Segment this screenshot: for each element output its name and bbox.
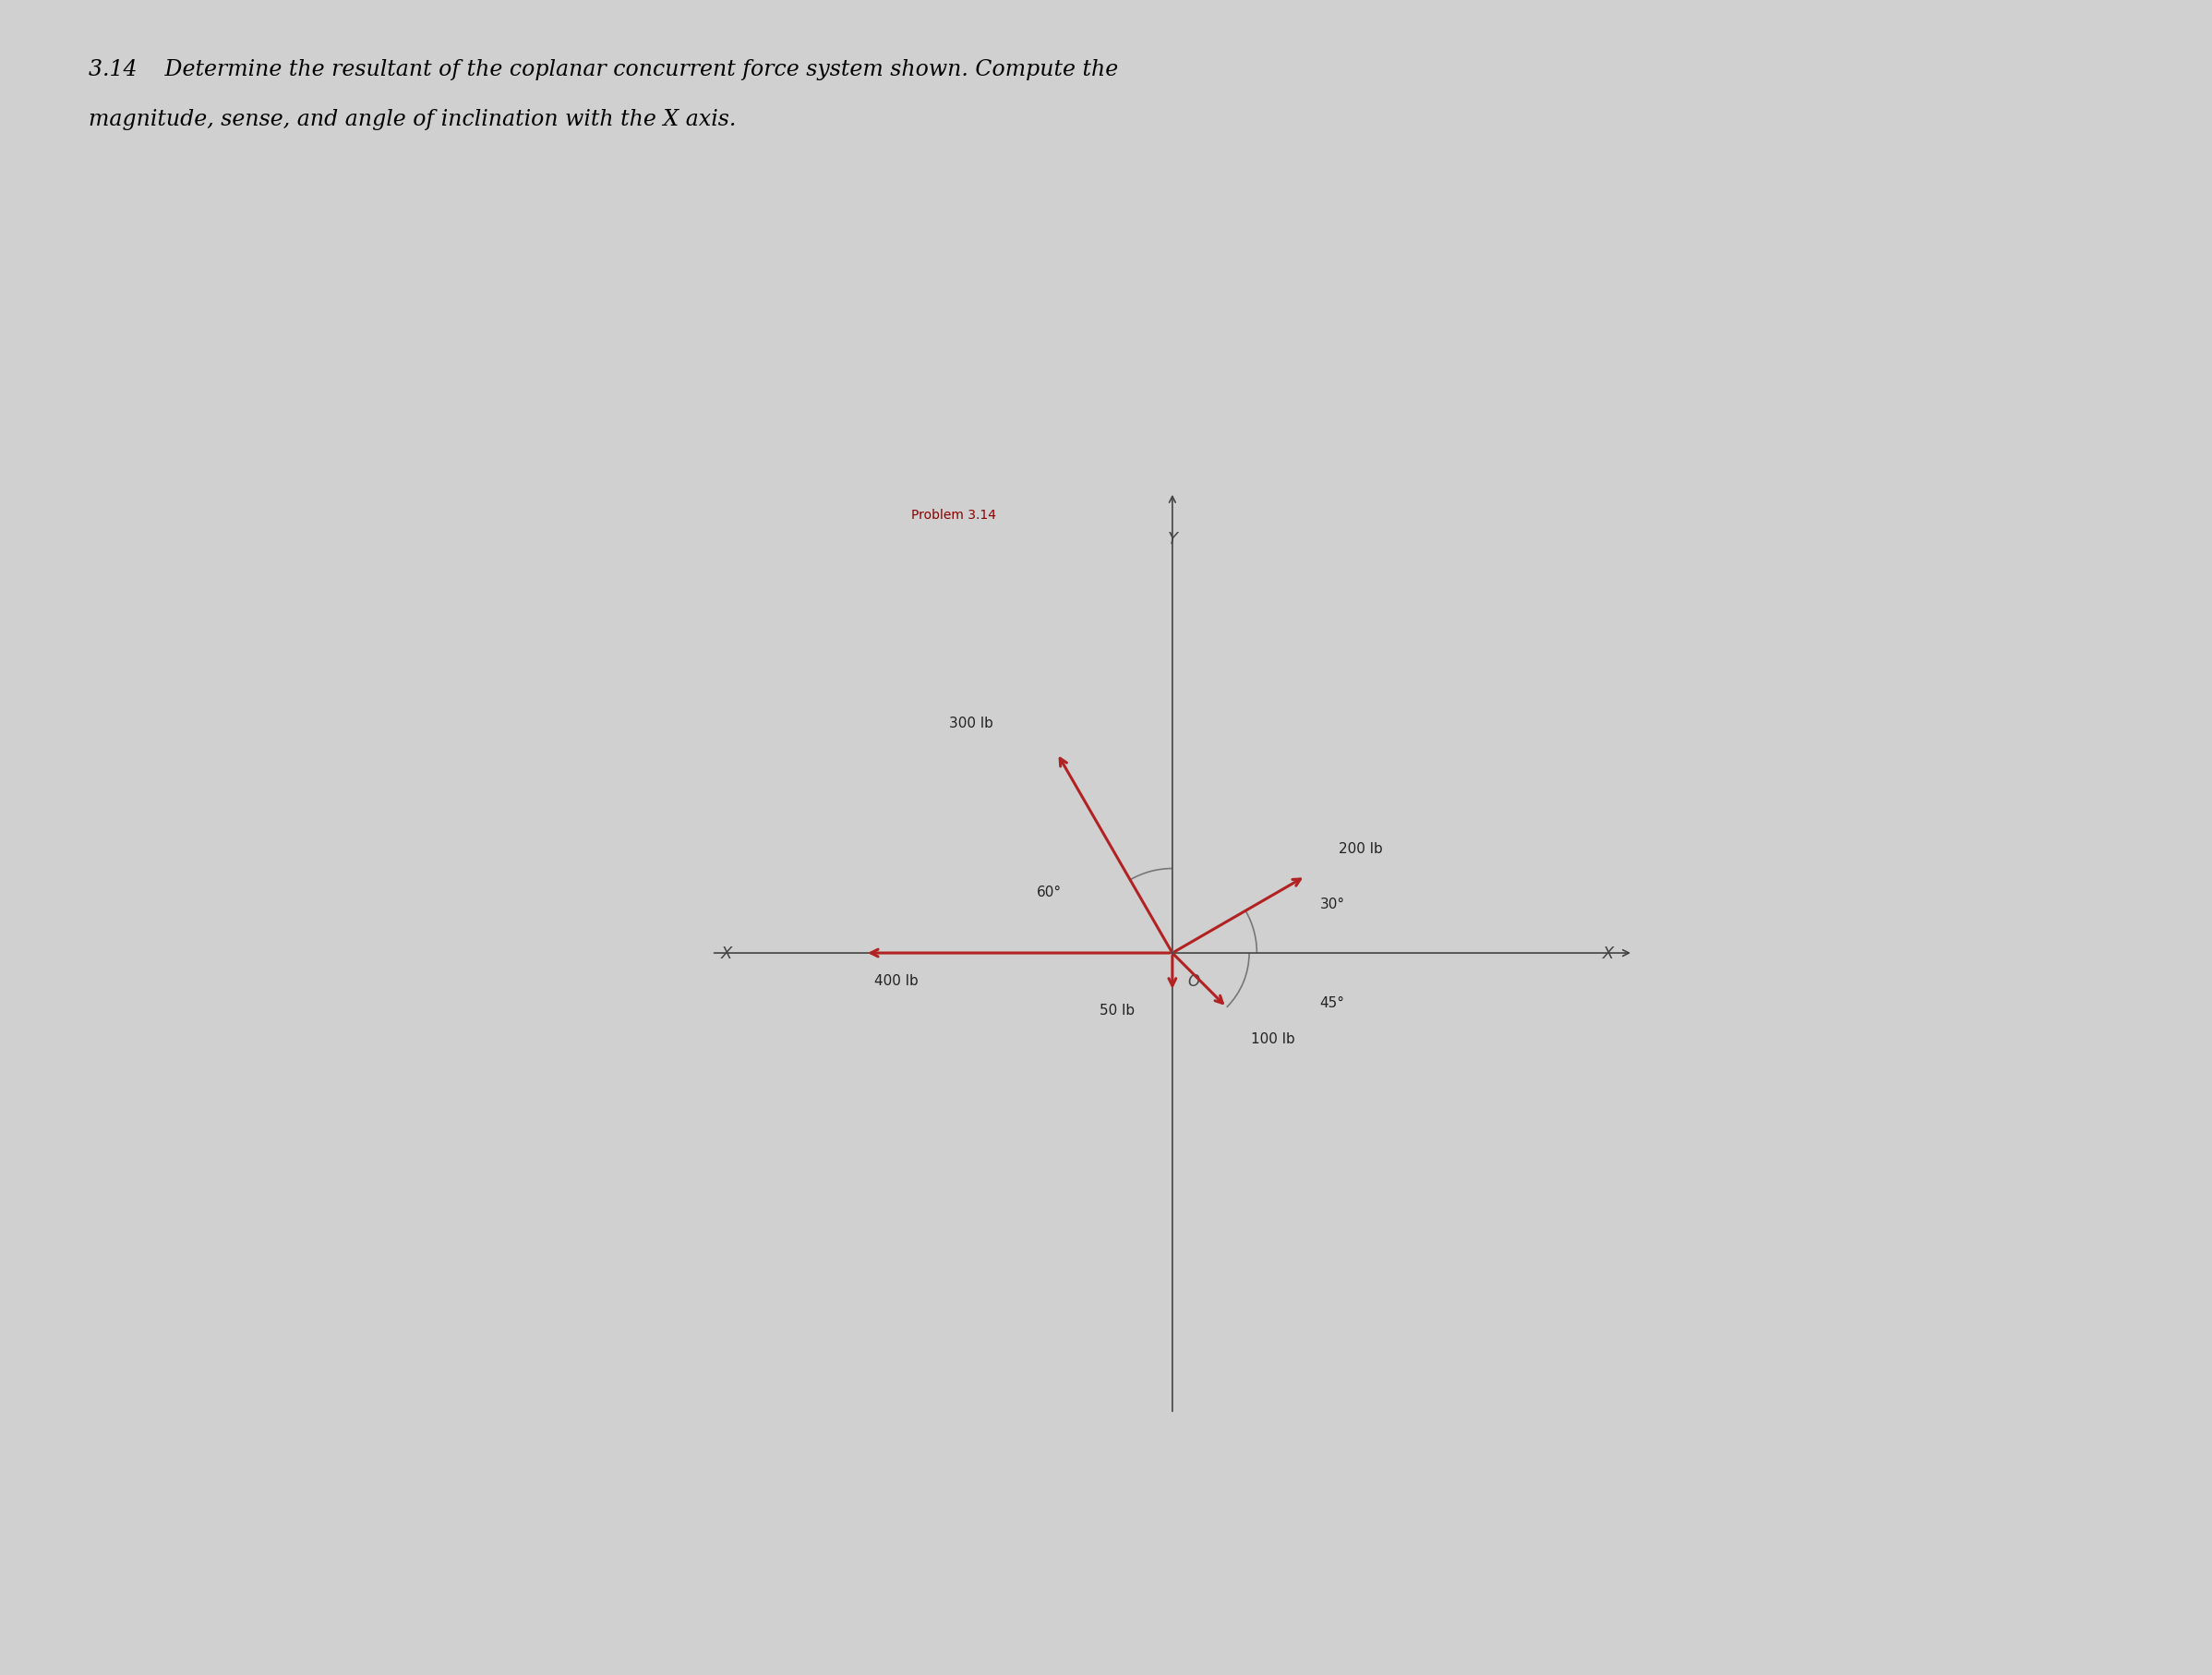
Text: Problem 3.14: Problem 3.14	[911, 508, 995, 521]
Text: 60°: 60°	[1037, 884, 1062, 899]
Text: X: X	[1604, 945, 1615, 961]
Text: 3.14    Determine the resultant of the coplanar concurrent force system shown. C: 3.14 Determine the resultant of the copl…	[88, 59, 1117, 80]
Text: 30°: 30°	[1321, 898, 1345, 911]
Text: O: O	[1188, 973, 1199, 990]
Text: 50 lb: 50 lb	[1099, 1003, 1135, 1017]
Text: Y: Y	[1168, 531, 1177, 548]
Text: 400 lb: 400 lb	[874, 975, 918, 988]
Text: 45°: 45°	[1321, 995, 1345, 1010]
Text: 200 lb: 200 lb	[1338, 843, 1382, 856]
Text: 300 lb: 300 lb	[949, 717, 993, 730]
Text: X: X	[721, 945, 732, 961]
Text: 100 lb: 100 lb	[1250, 1032, 1294, 1045]
Text: magnitude, sense, and angle of inclination with the X axis.: magnitude, sense, and angle of inclinati…	[88, 109, 737, 131]
